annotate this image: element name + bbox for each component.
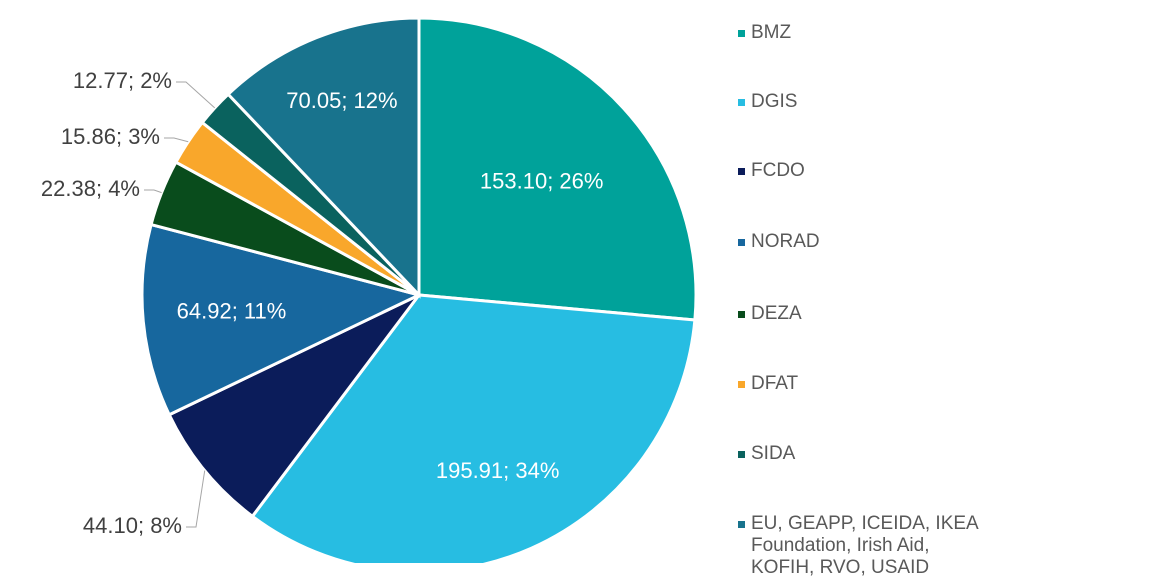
leader-line — [186, 470, 206, 528]
legend-label: NORAD — [751, 231, 820, 252]
legend-label: FCDO — [751, 160, 805, 181]
legend-label: EU, GEAPP, ICEIDA, IKEA Foundation, Iris… — [751, 513, 978, 578]
legend-item: SIDA — [738, 443, 1168, 465]
pie-slice — [226, 16, 421, 299]
legend-label: SIDA — [751, 443, 796, 464]
leader-line — [144, 189, 162, 194]
data-label: 70.05; 12% — [286, 88, 397, 113]
legend-swatch — [738, 99, 745, 106]
legend-swatch — [738, 239, 745, 246]
data-label: 12.77; 2% — [73, 68, 172, 93]
legend-item: DGIS — [738, 91, 1168, 113]
legend-label: DFAT — [751, 373, 799, 394]
legend-item: FCDO — [738, 160, 1168, 182]
legend-swatch — [738, 521, 745, 528]
legend-item: DFAT — [738, 373, 1168, 395]
leader-line — [176, 81, 216, 109]
pie-slice — [140, 222, 424, 417]
legend-swatch — [738, 168, 745, 175]
pie-slice — [250, 293, 697, 563]
data-label: 22.38; 4% — [41, 176, 140, 201]
legend-label: BMZ — [751, 22, 792, 43]
legend-label: DEZA — [751, 303, 802, 324]
data-label: 153.10; 26% — [480, 169, 604, 194]
chart: 153.10; 26% 195.91; 34% 44.10; 8% 64.92; 11… — [41, 16, 698, 563]
legend-item: DEZA — [738, 303, 1168, 325]
pie-slice — [417, 16, 698, 322]
legend-swatch — [738, 381, 745, 388]
data-label: 15.86; 3% — [61, 124, 160, 149]
legend-item: EU, GEAPP, ICEIDA, IKEA Foundation, Iris… — [738, 513, 1168, 579]
legend-item: NORAD — [738, 231, 1168, 253]
legend-swatch — [738, 311, 745, 318]
data-label: 195.91; 34% — [436, 458, 560, 483]
legend-swatch — [738, 30, 745, 37]
legend-item: BMZ — [738, 22, 1168, 44]
leader-line — [164, 137, 189, 143]
data-label: 44.10; 8% — [83, 513, 182, 538]
legend-swatch — [738, 451, 745, 458]
legend-label: DGIS — [751, 91, 798, 112]
data-label: 64.92; 11% — [177, 299, 287, 324]
page: {"chart_data": {"type": "pie", "categori… — [40, 16, 1168, 578]
